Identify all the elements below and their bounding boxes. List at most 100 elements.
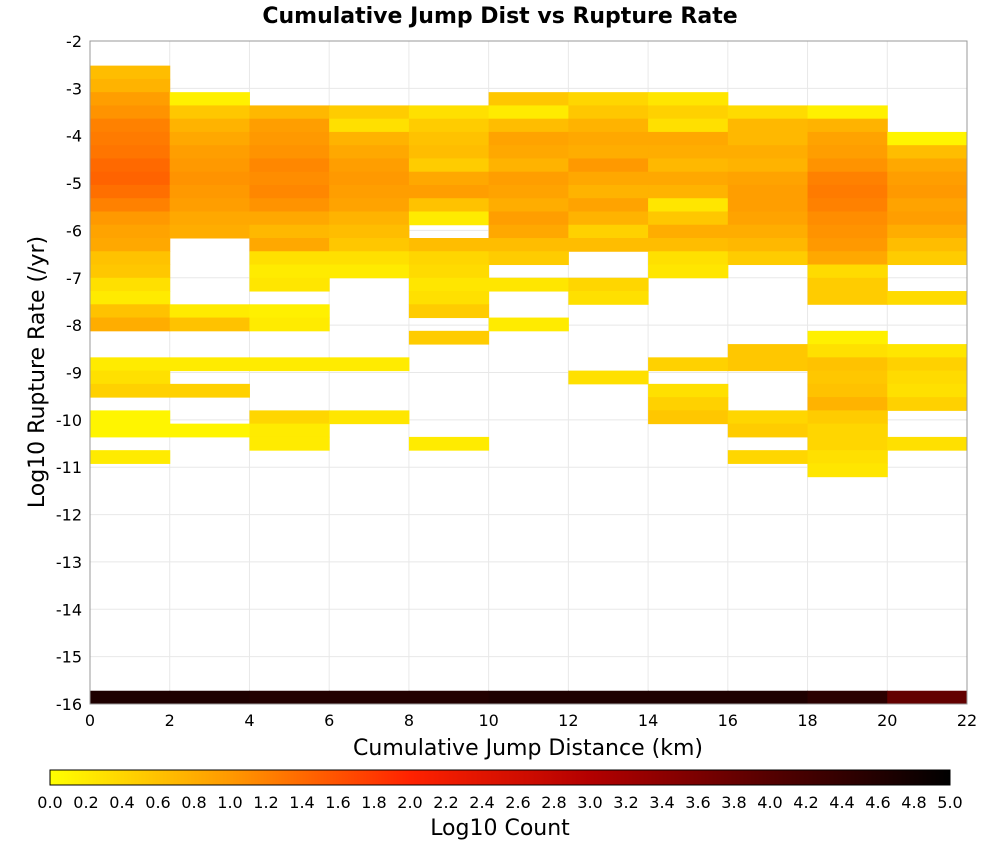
heatmap-cell	[887, 131, 968, 146]
heatmap-cell	[488, 251, 569, 266]
heatmap-cell	[727, 224, 809, 239]
heatmap-cell	[329, 224, 410, 239]
heatmap-cell	[887, 344, 968, 358]
x-tick-label: 16	[718, 711, 738, 730]
heatmap-cell	[648, 264, 729, 279]
heatmap-cell	[329, 211, 410, 226]
heatmap-cell	[90, 291, 171, 305]
colorbar-tick-label: 4.4	[829, 793, 854, 812]
heatmap-cell	[90, 357, 171, 372]
heatmap-cell	[568, 145, 649, 159]
x-tick-label: 10	[478, 711, 498, 730]
heatmap-cell	[488, 118, 569, 133]
heatmap-cell	[90, 171, 171, 186]
heatmap-cell	[807, 158, 888, 173]
colorbar-tick-label: 4.6	[865, 793, 890, 812]
heatmap-cell	[727, 690, 809, 705]
heatmap-cell	[90, 118, 171, 133]
x-tick-label: 14	[638, 711, 658, 730]
colorbar-tick-label: 1.0	[217, 793, 242, 812]
heatmap-cell	[90, 317, 171, 332]
heatmap-cell	[249, 264, 330, 279]
heatmap-cell	[329, 105, 410, 120]
heatmap-cell	[887, 397, 968, 411]
heatmap-cell	[90, 410, 171, 425]
heatmap-cell	[807, 463, 888, 478]
x-tick-label: 12	[558, 711, 578, 730]
heatmap-cell	[648, 131, 729, 146]
heatmap-cell	[488, 198, 569, 212]
heatmap-cell	[90, 304, 171, 319]
heatmap-cell	[887, 357, 968, 372]
heatmap-cell	[249, 357, 330, 372]
heatmap-cell	[169, 423, 250, 438]
y-tick-label: -15	[56, 648, 82, 667]
y-tick-label: -14	[56, 600, 82, 619]
y-tick-label: -4	[66, 127, 82, 146]
x-tick-label: 6	[324, 711, 334, 730]
heatmap-cell	[249, 171, 330, 186]
heatmap-cell	[408, 171, 490, 186]
heatmap-cell	[169, 171, 250, 186]
y-tick-label: -16	[56, 695, 82, 714]
heatmap-cell	[887, 158, 968, 173]
heatmap-cell	[727, 118, 809, 133]
heatmap-cell	[329, 198, 410, 212]
heatmap-cell	[648, 357, 729, 372]
heatmap-cell	[568, 238, 649, 252]
heatmap-cell	[727, 450, 809, 464]
heatmap-cell	[169, 145, 250, 159]
colorbar-tick-label: 5.0	[937, 793, 962, 812]
heatmap-cell	[408, 304, 490, 319]
heatmap-cell	[169, 92, 250, 106]
y-tick-label: -7	[66, 269, 82, 288]
heatmap-cell	[727, 423, 809, 438]
heatmap-cell	[807, 131, 888, 146]
x-tick-label: 20	[877, 711, 897, 730]
heatmap-cell	[807, 145, 888, 159]
heatmap-cell	[329, 264, 410, 279]
heatmap-cell	[807, 198, 888, 212]
heatmap-cell	[408, 118, 490, 133]
heatmap-cell	[648, 397, 729, 411]
heatmap-cell	[329, 158, 410, 173]
heatmap-cell	[408, 291, 490, 305]
heatmap-cell	[807, 277, 888, 292]
heatmap-cell	[807, 410, 888, 425]
heatmap-cell	[488, 224, 569, 239]
heatmap-cell	[169, 383, 250, 398]
heatmap-cell	[488, 690, 569, 705]
heatmap-cell	[807, 264, 888, 279]
heatmap-cell	[648, 105, 729, 120]
heatmap-cell	[887, 436, 968, 451]
heatmap-cell	[648, 198, 729, 212]
heatmap-cell	[488, 105, 569, 120]
colorbar-ticks: 0.0 0.2 0.4 0.6 0.8 1.0 1.2 1.4 1.6 1.8 2.0 2.2 2.4 2…	[37, 793, 962, 812]
heatmap-cell	[169, 105, 250, 120]
heatmap-cell	[249, 131, 330, 146]
colorbar-tick-label: 1.2	[253, 793, 278, 812]
heatmap-cell	[249, 436, 330, 451]
heatmap-cell	[727, 357, 809, 372]
heatmap-cell	[887, 690, 968, 705]
heatmap-cell	[249, 118, 330, 133]
heatmap-cell	[408, 211, 490, 226]
heatmap-cell	[249, 277, 330, 292]
heatmap-cell	[249, 211, 330, 226]
heatmap-cell	[408, 145, 490, 159]
heatmap-cell	[648, 118, 729, 133]
heatmap-cell	[807, 171, 888, 186]
heatmap-cell	[90, 264, 171, 279]
heatmap-cell	[807, 370, 888, 385]
y-tick-label: -10	[56, 411, 82, 430]
heatmap-cell	[169, 211, 250, 226]
heatmap-cell	[329, 238, 410, 252]
heatmap-cell	[408, 198, 490, 212]
heatmap-cell	[249, 238, 330, 252]
colorbar-tick-label: 3.4	[649, 793, 674, 812]
x-tick-label: 22	[957, 711, 977, 730]
heatmap-cell	[169, 198, 250, 212]
heatmap-cell	[568, 171, 649, 186]
x-tick-label: 0	[85, 711, 95, 730]
heatmap-cell	[90, 78, 171, 93]
